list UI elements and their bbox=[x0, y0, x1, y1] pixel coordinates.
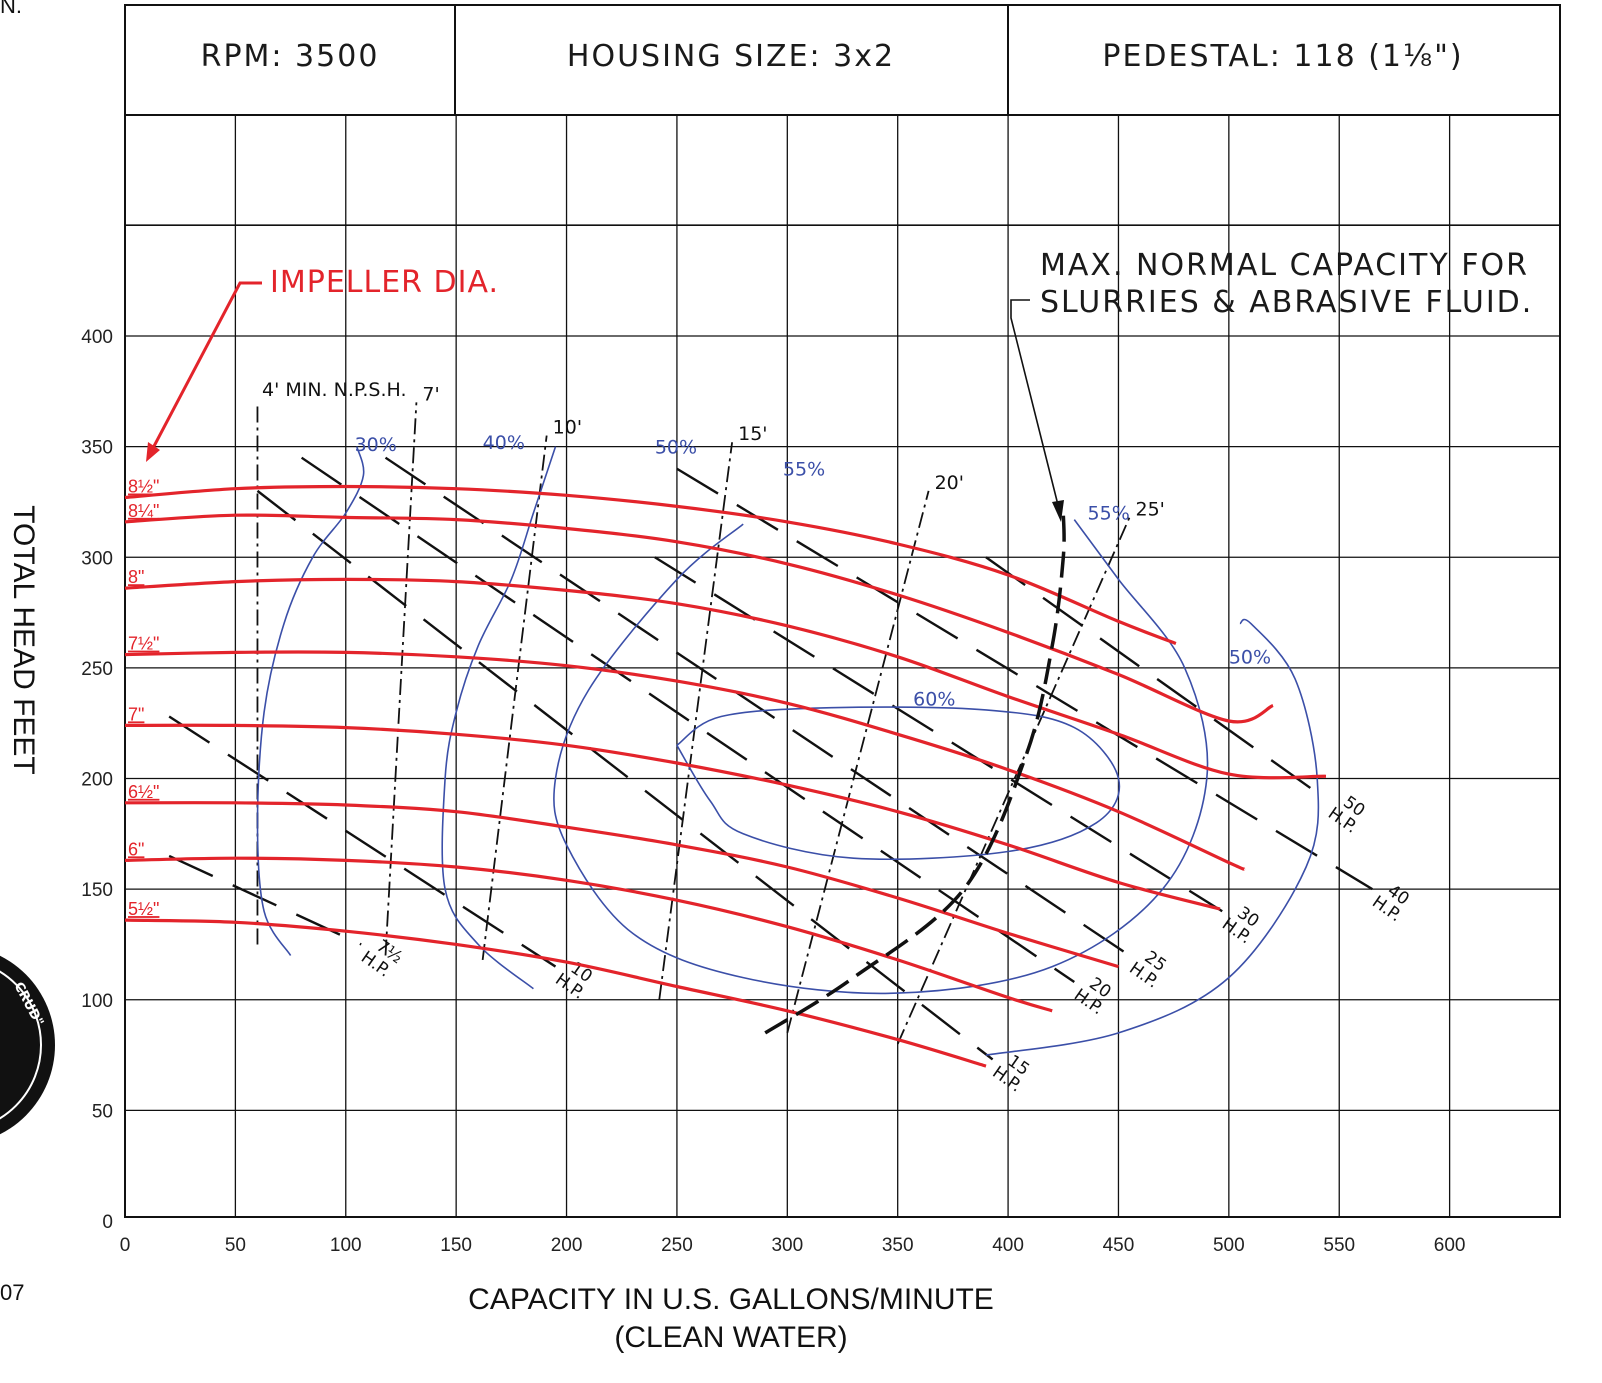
y-tick-label: 150 bbox=[81, 880, 113, 901]
max-capacity-curve bbox=[764, 512, 1066, 1035]
y-tick-label: 50 bbox=[92, 1101, 113, 1122]
y-tick-label: 100 bbox=[81, 991, 113, 1012]
impeller-label: 7" bbox=[128, 704, 144, 724]
efficiency-label: 50% bbox=[1229, 646, 1271, 668]
hp-line bbox=[300, 456, 1075, 984]
impeller-arrow-head bbox=[146, 442, 160, 462]
header-rpm: RPM: 3500 bbox=[201, 39, 380, 74]
header-housing: HOUSING SIZE: 3x2 bbox=[567, 39, 895, 74]
x-tick-label: 250 bbox=[661, 1235, 693, 1256]
impeller-curve bbox=[124, 918, 987, 1068]
npsh-label: 25' bbox=[1136, 498, 1165, 520]
x-tick-labels: 0 50 100 150 200 250 300 350 400 450 500 550 600 bbox=[120, 1235, 1466, 1256]
x-tick-label: 450 bbox=[1103, 1235, 1135, 1256]
x-tick-label: 200 bbox=[551, 1235, 583, 1256]
y-tick-label: 300 bbox=[81, 548, 113, 569]
x-tick-label: 550 bbox=[1323, 1235, 1355, 1256]
hp-label: 25H.P. bbox=[1125, 944, 1172, 993]
hp-label: 15H.P. bbox=[989, 1048, 1036, 1097]
impeller-curve bbox=[124, 577, 1327, 780]
hp-label: 40H.P. bbox=[1368, 877, 1415, 926]
impeller-label: 8" bbox=[128, 567, 144, 587]
y-tick-labels: 0 50 100 150 200 250 300 350 400 bbox=[81, 327, 113, 1233]
y-tick-label: 400 bbox=[81, 327, 113, 348]
max-capacity-line bbox=[764, 512, 1066, 1035]
x-tick-label: 150 bbox=[440, 1235, 472, 1256]
efficiency-contour bbox=[256, 446, 365, 956]
hp-label: 7½H.P. bbox=[357, 933, 406, 983]
impeller-curves: 8½" 8¼" 8" 7½" 7" 6½" 6" 5½" bbox=[124, 477, 1327, 1068]
efficiency-label: 40% bbox=[483, 432, 525, 454]
impeller-curve bbox=[124, 801, 1119, 969]
impeller-dia-label: IMPELLER DIA. bbox=[270, 265, 499, 300]
grid bbox=[125, 115, 1560, 1217]
x-tick-label: 600 bbox=[1434, 1235, 1466, 1256]
x-tick-label: 50 bbox=[225, 1235, 246, 1256]
impeller-curve bbox=[124, 856, 1053, 1013]
efficiency-label: 50% bbox=[655, 436, 697, 458]
max-capacity-note-1: MAX. NORMAL CAPACITY FOR bbox=[1040, 248, 1529, 283]
y-axis-label: TOTAL HEAD FEET bbox=[7, 505, 40, 775]
y-tick-label: 250 bbox=[81, 659, 113, 680]
npsh-label: 7' bbox=[422, 383, 439, 405]
hp-label: 50H.P. bbox=[1324, 789, 1371, 838]
efficiency-label: 55% bbox=[1088, 503, 1130, 525]
npsh-title: 4' MIN. N.P.S.H. bbox=[262, 379, 407, 401]
npsh-line bbox=[658, 442, 734, 1000]
x-tick-label: 300 bbox=[771, 1235, 803, 1256]
impeller-label: 6" bbox=[128, 839, 144, 859]
hp-line bbox=[384, 456, 1131, 957]
y-tick-label: 0 bbox=[102, 1212, 113, 1233]
efficiency-contour bbox=[553, 519, 1209, 995]
header-pedestal: PEDESTAL: 118 (1⅛") bbox=[1102, 39, 1463, 74]
x-tick-label: 500 bbox=[1213, 1235, 1245, 1256]
x-tick-label: 0 bbox=[120, 1235, 131, 1256]
impeller-arrow-line bbox=[150, 281, 262, 451]
impeller-curve bbox=[124, 723, 1221, 911]
efficiency-contour bbox=[676, 706, 1121, 861]
impeller-label: 8½" bbox=[128, 477, 159, 497]
impeller-label: 6½" bbox=[128, 782, 159, 802]
efficiency-contour bbox=[441, 446, 557, 990]
y-tick-label: 200 bbox=[81, 770, 113, 791]
npsh-label: 15' bbox=[738, 423, 767, 445]
chart-frame bbox=[124, 4, 1561, 1218]
hp-line bbox=[676, 467, 1373, 891]
impeller-label: 8¼" bbox=[128, 501, 159, 521]
npsh-label: 10' bbox=[553, 417, 582, 439]
x-axis-label-sub: (CLEAN WATER) bbox=[614, 1321, 847, 1354]
impeller-label: 7½" bbox=[128, 634, 159, 654]
npsh-line bbox=[481, 435, 548, 961]
max-capacity-pointer bbox=[1010, 299, 1059, 506]
efficiency-contours bbox=[256, 446, 1320, 1056]
npsh-label: 20' bbox=[935, 472, 964, 494]
npsh-line bbox=[896, 517, 1131, 1045]
hp-label: 20H.P. bbox=[1070, 970, 1117, 1019]
x-tick-label: 400 bbox=[992, 1235, 1024, 1256]
hp-line bbox=[168, 715, 557, 968]
max-capacity-note-2: SLURRIES & ABRASIVE FLUID. bbox=[1040, 285, 1533, 320]
npsh-line bbox=[786, 490, 930, 1034]
efficiency-label: 30% bbox=[355, 434, 397, 456]
impeller-label: 5½" bbox=[128, 899, 159, 919]
efficiency-label: 60% bbox=[913, 688, 955, 710]
efficiency-label: 55% bbox=[783, 458, 825, 480]
y-tick-label: 350 bbox=[81, 438, 113, 459]
hp-label: 30H.P. bbox=[1218, 900, 1265, 949]
impeller-curve bbox=[124, 650, 1246, 871]
edge-text-bottom: 07 bbox=[0, 1280, 24, 1305]
x-tick-label: 350 bbox=[882, 1235, 914, 1256]
efficiency-contour bbox=[985, 618, 1320, 1056]
x-tick-label: 100 bbox=[330, 1235, 362, 1256]
max-capacity-arrow-head bbox=[1052, 500, 1064, 522]
hp-line bbox=[985, 556, 1329, 802]
company-logo: CRUD" bbox=[0, 955, 55, 1135]
impeller-curve bbox=[124, 513, 1274, 724]
npsh-lines: 7' 10' 15' 20' 25' bbox=[256, 383, 1165, 1045]
curve-labels: 30% 40% 50% 55% 55% 50% 60% bbox=[355, 432, 1271, 711]
impeller-curve bbox=[124, 484, 1177, 645]
edge-text-top: N. bbox=[0, 0, 22, 18]
x-axis-label: CAPACITY IN U.S. GALLONS/MINUTE bbox=[468, 1283, 994, 1316]
